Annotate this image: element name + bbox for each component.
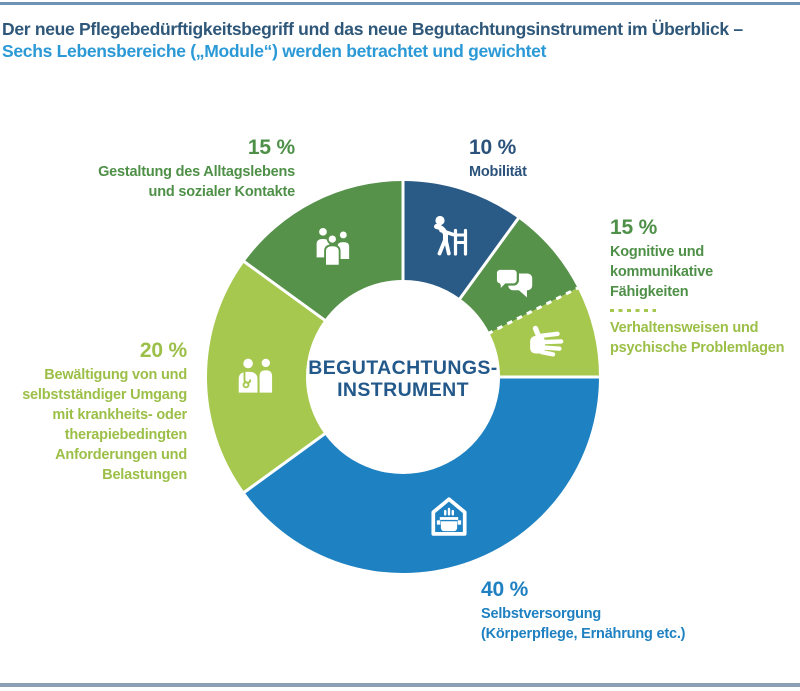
donut-slice-selbstversorgung [244, 377, 600, 574]
label-gestaltung-line2: und sozialer Kontakte [148, 184, 296, 200]
donut-center-label-line2: INSTRUMENT [337, 379, 469, 401]
label-bewaeltigung-line6: Belastungen [102, 467, 187, 483]
page-title-line1: Der neue Pflegebedürftigkeitsbegriff und… [2, 19, 743, 39]
page-title: Der neue Pflegebedürftigkeitsbegriff und… [2, 19, 743, 62]
label-kognitive-line1: Kognitive und kommunikative [610, 244, 713, 280]
label-kognitive: 15 % Kognitive und kommunikative Fähigke… [610, 216, 800, 358]
label-bewaeltigung-line2: selbstständiger Umgang [22, 387, 187, 403]
label-mobilitaet-line1: Mobilität [469, 164, 527, 180]
label-selbstversorgung-pct: 40 % [481, 578, 529, 601]
label-kognitive-line2: Fähigkeiten [610, 284, 689, 300]
donut-center-label: BEGUTACHTUNGS- INSTRUMENT [283, 357, 523, 401]
donut-divider [457, 215, 521, 302]
label-selbstversorgung-line2: (Körperpflege, Ernährung etc.) [481, 626, 686, 642]
label-gestaltung: 15 % Gestaltung des Alltagslebens und so… [98, 136, 295, 202]
label-gestaltung-pct: 15 % [247, 136, 295, 159]
bottom-divider-rule [0, 683, 800, 687]
page-title-line2: Sechs Lebensbereiche („Module“) werden b… [2, 40, 547, 61]
label-bewaeltigung-line4: therapiebedingten [64, 427, 187, 443]
label-bewaeltigung: 20 % Bewältigung von und selbstständiger… [22, 339, 187, 485]
label-verhaltensweisen-line2: psychische Problemlagen [610, 340, 785, 356]
label-kognitive-pct: 15 % [610, 216, 658, 239]
donut-divider [241, 431, 328, 495]
label-verhaltensweisen-line1: Verhaltensweisen und [610, 320, 759, 336]
label-mobilitaet: 10 % Mobilität [469, 136, 527, 182]
label-gestaltung-line1: Gestaltung des Alltagslebens [98, 164, 295, 180]
label-selbstversorgung: 40 % Selbstversorgung (Körperpflege, Ern… [481, 578, 685, 644]
label-bewaeltigung-pct: 20 % [139, 339, 187, 362]
donut-center-label-line1: BEGUTACHTUNGS- [308, 357, 498, 379]
label-bewaeltigung-line3: mit krankheits- oder [52, 407, 187, 423]
label-bewaeltigung-line1: Bewältigung von und [44, 367, 187, 383]
label-kognitive-dashed-separator [610, 309, 656, 312]
label-mobilitaet-pct: 10 % [469, 136, 517, 159]
top-divider-rule [0, 2, 800, 5]
label-selbstversorgung-line1: Selbstversorgung [481, 606, 602, 622]
donut-divider [241, 259, 328, 323]
label-bewaeltigung-line5: Anforderungen und [55, 447, 187, 463]
